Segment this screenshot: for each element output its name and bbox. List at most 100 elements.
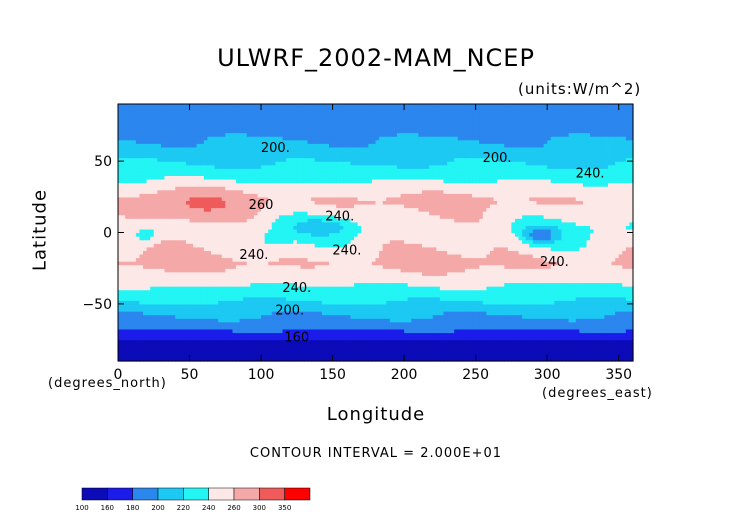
heatmap-cell <box>135 286 141 291</box>
heatmap-cell <box>575 239 580 244</box>
heatmap-cell <box>182 339 187 344</box>
heatmap-cell <box>457 339 462 344</box>
heatmap-cell <box>418 321 423 326</box>
heatmap-cell <box>421 339 427 344</box>
heatmap-cell <box>561 261 566 266</box>
heatmap-cell <box>311 321 316 326</box>
heatmap-cell <box>257 246 262 251</box>
heatmap-cell <box>611 336 616 341</box>
heatmap-cell <box>153 278 158 284</box>
heatmap-cell <box>450 332 455 337</box>
heatmap-cell <box>336 278 341 284</box>
heatmap-cell <box>443 325 448 330</box>
heatmap-cell <box>146 353 151 359</box>
heatmap-cell <box>625 318 631 323</box>
heatmap-cell <box>250 314 255 319</box>
heatmap-cell <box>146 307 151 312</box>
heatmap-cell <box>261 307 266 312</box>
heatmap-cell <box>461 246 466 251</box>
heatmap-cell <box>414 311 420 316</box>
heatmap-cell <box>393 343 398 348</box>
heatmap-cell <box>597 303 602 309</box>
heatmap-cell <box>375 325 380 330</box>
heatmap-cell <box>486 261 491 266</box>
heatmap-cell <box>493 250 498 255</box>
heatmap-cell <box>525 307 530 312</box>
heatmap-cell <box>461 318 466 323</box>
heatmap-cell <box>346 357 352 362</box>
heatmap-cell <box>150 296 155 301</box>
heatmap-cell <box>271 278 276 284</box>
heatmap-cell <box>128 264 133 269</box>
heatmap-cell <box>214 336 219 341</box>
heatmap-cell <box>321 303 327 309</box>
heatmap-cell <box>128 271 133 276</box>
heatmap-cell <box>582 264 588 269</box>
heatmap-cell <box>253 336 259 341</box>
heatmap-cell <box>543 318 548 323</box>
heatmap-cell <box>586 357 591 362</box>
heatmap-cell <box>193 353 198 359</box>
heatmap-cell <box>536 293 541 298</box>
heatmap-cell <box>482 300 487 305</box>
heatmap-cell <box>572 325 577 330</box>
heatmap-cell <box>482 275 487 280</box>
heatmap-cell <box>318 303 323 309</box>
heatmap-cell <box>450 271 455 276</box>
heatmap-cell <box>568 282 573 287</box>
heatmap-cell <box>157 336 162 341</box>
heatmap-cell <box>296 318 301 323</box>
heatmap-cell <box>590 286 595 291</box>
heatmap-cell <box>343 339 348 344</box>
heatmap-cell <box>396 357 402 362</box>
heatmap-cell <box>196 303 201 309</box>
heatmap-cell <box>210 246 216 251</box>
heatmap-cell <box>182 250 187 255</box>
heatmap-cell <box>411 296 416 301</box>
heatmap-cell <box>275 289 280 294</box>
heatmap-cell <box>168 261 173 266</box>
heatmap-cell <box>590 343 595 348</box>
heatmap-cell <box>239 307 244 312</box>
heatmap-cell <box>604 261 609 266</box>
heatmap-cell <box>153 289 158 294</box>
heatmap-cell <box>421 257 427 262</box>
heatmap-cell <box>540 353 545 359</box>
heatmap-cell <box>500 336 505 341</box>
heatmap-cell <box>629 239 634 244</box>
heatmap-cell <box>300 307 305 312</box>
heatmap-cell <box>286 332 291 337</box>
heatmap-cell <box>457 282 462 287</box>
heatmap-cell <box>568 325 573 330</box>
heatmap-cell <box>615 332 620 337</box>
heatmap-cell <box>532 289 538 294</box>
heatmap-cell <box>497 350 502 355</box>
heatmap-cell <box>622 357 627 362</box>
heatmap-cell <box>439 275 445 280</box>
heatmap-cell <box>479 246 484 251</box>
heatmap-cell <box>561 339 566 344</box>
heatmap-cell <box>146 289 151 294</box>
heatmap-cell <box>600 264 605 269</box>
heatmap-cell <box>379 253 384 259</box>
heatmap-cell <box>611 257 616 262</box>
heatmap-cell <box>543 332 548 337</box>
heatmap-cell <box>504 282 509 287</box>
heatmap-cell <box>540 246 545 251</box>
heatmap-cell <box>532 357 538 362</box>
heatmap-cell <box>293 346 298 351</box>
heatmap-cell <box>146 261 151 266</box>
heatmap-cell <box>475 289 480 294</box>
heatmap-cell <box>311 243 316 248</box>
heatmap-cell <box>250 261 255 266</box>
heatmap-cell <box>525 321 530 326</box>
heatmap-cell <box>303 300 309 305</box>
heatmap-cell <box>540 282 545 287</box>
heatmap-cell <box>178 282 183 287</box>
heatmap-cell <box>150 282 155 287</box>
heatmap-cell <box>425 339 430 344</box>
heatmap-cell <box>375 293 380 298</box>
heatmap-cell <box>257 261 262 266</box>
heatmap-cell <box>379 328 384 334</box>
heatmap-cell <box>518 278 523 284</box>
